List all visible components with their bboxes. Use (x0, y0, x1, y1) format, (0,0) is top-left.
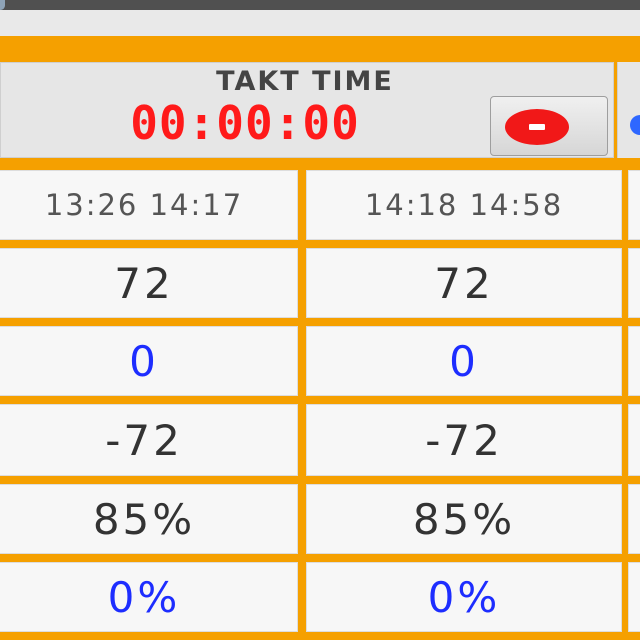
toolbar-strip (0, 10, 640, 36)
cell-value: 72 (114, 258, 174, 308)
cell-value: 0% (107, 572, 181, 622)
table-cell: 0% (306, 562, 622, 632)
adjacent-panel (617, 62, 640, 158)
blue-circle-icon[interactable] (630, 115, 640, 135)
table-cell: 85% (306, 484, 622, 554)
table-cell: -72 (0, 404, 298, 476)
stop-icon (505, 109, 569, 145)
stop-button[interactable] (490, 96, 608, 156)
time-range-label: 13:26 14:17 (44, 188, 244, 222)
table-cell-partial (628, 326, 640, 396)
table-cell: 0 (0, 326, 298, 396)
table-cell-partial (628, 404, 640, 476)
table-cell: 85% (0, 484, 298, 554)
cell-value: 0% (427, 572, 501, 622)
cell-value: 0 (129, 336, 159, 386)
table-cell-partial (628, 248, 640, 318)
cell-value: -72 (105, 415, 183, 465)
time-range-cell: 13:26 14:17 (0, 170, 298, 240)
time-range-cell: 14:18 14:58 (306, 170, 622, 240)
window-title-bar (0, 0, 640, 10)
time-range-label: 14:18 14:58 (364, 188, 564, 222)
takt-time-label: TAKT TIME (216, 66, 394, 97)
takt-time-value: 00:00:00 (130, 96, 360, 150)
table-cell: 72 (0, 248, 298, 318)
window-control-icon[interactable] (0, 0, 5, 10)
table-cell-partial (628, 484, 640, 554)
table-cell: -72 (306, 404, 622, 476)
table-cell: 0 (306, 326, 622, 396)
cell-value: 72 (434, 258, 494, 308)
cell-value: 0 (449, 336, 479, 386)
table-cell: 0% (0, 562, 298, 632)
table-cell: 72 (306, 248, 622, 318)
table-cell-partial (628, 562, 640, 632)
cell-value: 85% (92, 494, 196, 544)
table-cell-partial (628, 170, 640, 240)
cell-value: -72 (425, 415, 503, 465)
cell-value: 85% (412, 494, 516, 544)
